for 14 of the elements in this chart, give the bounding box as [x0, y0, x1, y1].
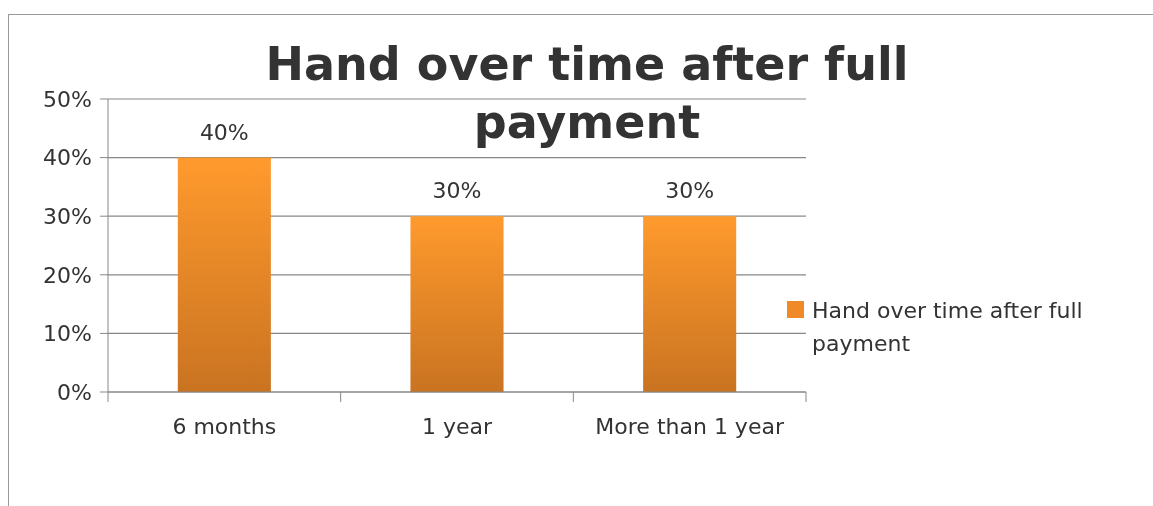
chart-title: Hand over time after full payment: [265, 37, 909, 149]
x-tick-label: 1 year: [421, 414, 493, 439]
y-tick-label: 50%: [43, 86, 92, 112]
data-label: 30%: [665, 178, 715, 204]
x-tick-label: 6 months: [172, 414, 277, 439]
y-tick-label: 20%: [43, 262, 92, 288]
legend-label: Hand over time after full payment: [812, 297, 1083, 356]
data-label: 40%: [199, 119, 249, 145]
x-tick-label: More than 1 year: [595, 414, 785, 439]
data-label: 30%: [432, 178, 482, 204]
y-tick-label: 30%: [43, 203, 92, 229]
y-tick-label: 0%: [57, 379, 92, 405]
y-tick-label: 40%: [43, 145, 92, 171]
y-tick-label: 10%: [43, 321, 92, 347]
